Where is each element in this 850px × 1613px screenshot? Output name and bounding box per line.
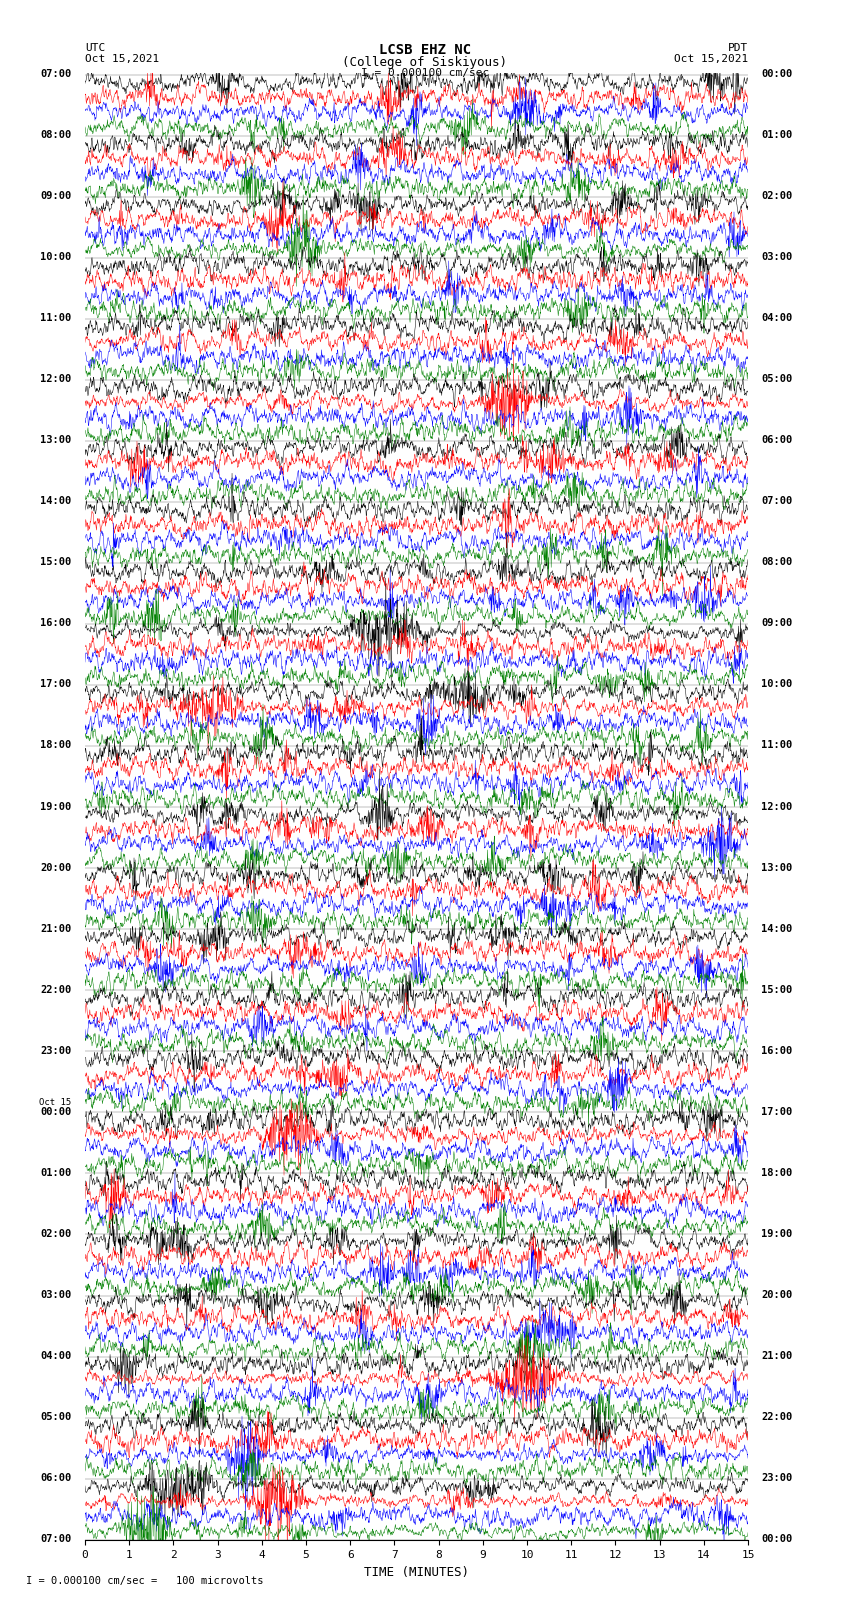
Text: 20:00: 20:00	[41, 863, 71, 873]
Text: 11:00: 11:00	[762, 740, 792, 750]
Text: 19:00: 19:00	[762, 1229, 792, 1239]
Text: 05:00: 05:00	[762, 374, 792, 384]
Text: 07:00: 07:00	[41, 1534, 71, 1544]
Text: 02:00: 02:00	[41, 1229, 71, 1239]
Text: (College of Siskiyous): (College of Siskiyous)	[343, 56, 507, 69]
Text: 23:00: 23:00	[41, 1045, 71, 1055]
Text: 03:00: 03:00	[762, 252, 792, 263]
Text: 19:00: 19:00	[41, 802, 71, 811]
Text: LCSB EHZ NC: LCSB EHZ NC	[379, 44, 471, 56]
Text: 12:00: 12:00	[762, 802, 792, 811]
Text: 11:00: 11:00	[41, 313, 71, 323]
Text: 07:00: 07:00	[762, 497, 792, 506]
Text: 13:00: 13:00	[762, 863, 792, 873]
Text: 08:00: 08:00	[41, 131, 71, 140]
Text: 18:00: 18:00	[762, 1168, 792, 1177]
Text: 00:00: 00:00	[762, 1534, 792, 1544]
Text: 09:00: 09:00	[41, 192, 71, 202]
Text: UTC: UTC	[85, 44, 105, 53]
Text: I = 0.000100 cm/sec: I = 0.000100 cm/sec	[361, 68, 489, 77]
Text: 04:00: 04:00	[762, 313, 792, 323]
Text: Oct 15,2021: Oct 15,2021	[85, 53, 159, 65]
Text: 10:00: 10:00	[41, 252, 71, 263]
X-axis label: TIME (MINUTES): TIME (MINUTES)	[364, 1566, 469, 1579]
Text: 00:00: 00:00	[762, 69, 792, 79]
Text: Oct 15: Oct 15	[39, 1098, 71, 1107]
Text: 21:00: 21:00	[41, 924, 71, 934]
Text: 12:00: 12:00	[41, 374, 71, 384]
Text: 07:00: 07:00	[41, 69, 71, 79]
Text: 23:00: 23:00	[762, 1473, 792, 1482]
Text: Oct 15,2021: Oct 15,2021	[674, 53, 748, 65]
Text: 01:00: 01:00	[762, 131, 792, 140]
Text: 01:00: 01:00	[41, 1168, 71, 1177]
Text: 16:00: 16:00	[762, 1045, 792, 1055]
Text: 08:00: 08:00	[762, 558, 792, 568]
Text: 14:00: 14:00	[762, 924, 792, 934]
Text: 17:00: 17:00	[762, 1107, 792, 1116]
Text: 22:00: 22:00	[41, 984, 71, 995]
Text: 17:00: 17:00	[41, 679, 71, 689]
Text: 06:00: 06:00	[41, 1473, 71, 1482]
Text: 09:00: 09:00	[762, 618, 792, 629]
Text: I = 0.000100 cm/sec =   100 microvolts: I = 0.000100 cm/sec = 100 microvolts	[26, 1576, 263, 1586]
Text: 21:00: 21:00	[762, 1350, 792, 1361]
Text: 03:00: 03:00	[41, 1290, 71, 1300]
Text: PDT: PDT	[728, 44, 748, 53]
Text: 15:00: 15:00	[762, 984, 792, 995]
Text: 04:00: 04:00	[41, 1350, 71, 1361]
Text: 05:00: 05:00	[41, 1411, 71, 1421]
Text: 02:00: 02:00	[762, 192, 792, 202]
Text: 18:00: 18:00	[41, 740, 71, 750]
Text: 00:00: 00:00	[41, 1107, 71, 1116]
Text: 15:00: 15:00	[41, 558, 71, 568]
Text: 14:00: 14:00	[41, 497, 71, 506]
Text: 22:00: 22:00	[762, 1411, 792, 1421]
Text: 06:00: 06:00	[762, 436, 792, 445]
Text: 10:00: 10:00	[762, 679, 792, 689]
Text: 13:00: 13:00	[41, 436, 71, 445]
Text: 16:00: 16:00	[41, 618, 71, 629]
Text: 20:00: 20:00	[762, 1290, 792, 1300]
